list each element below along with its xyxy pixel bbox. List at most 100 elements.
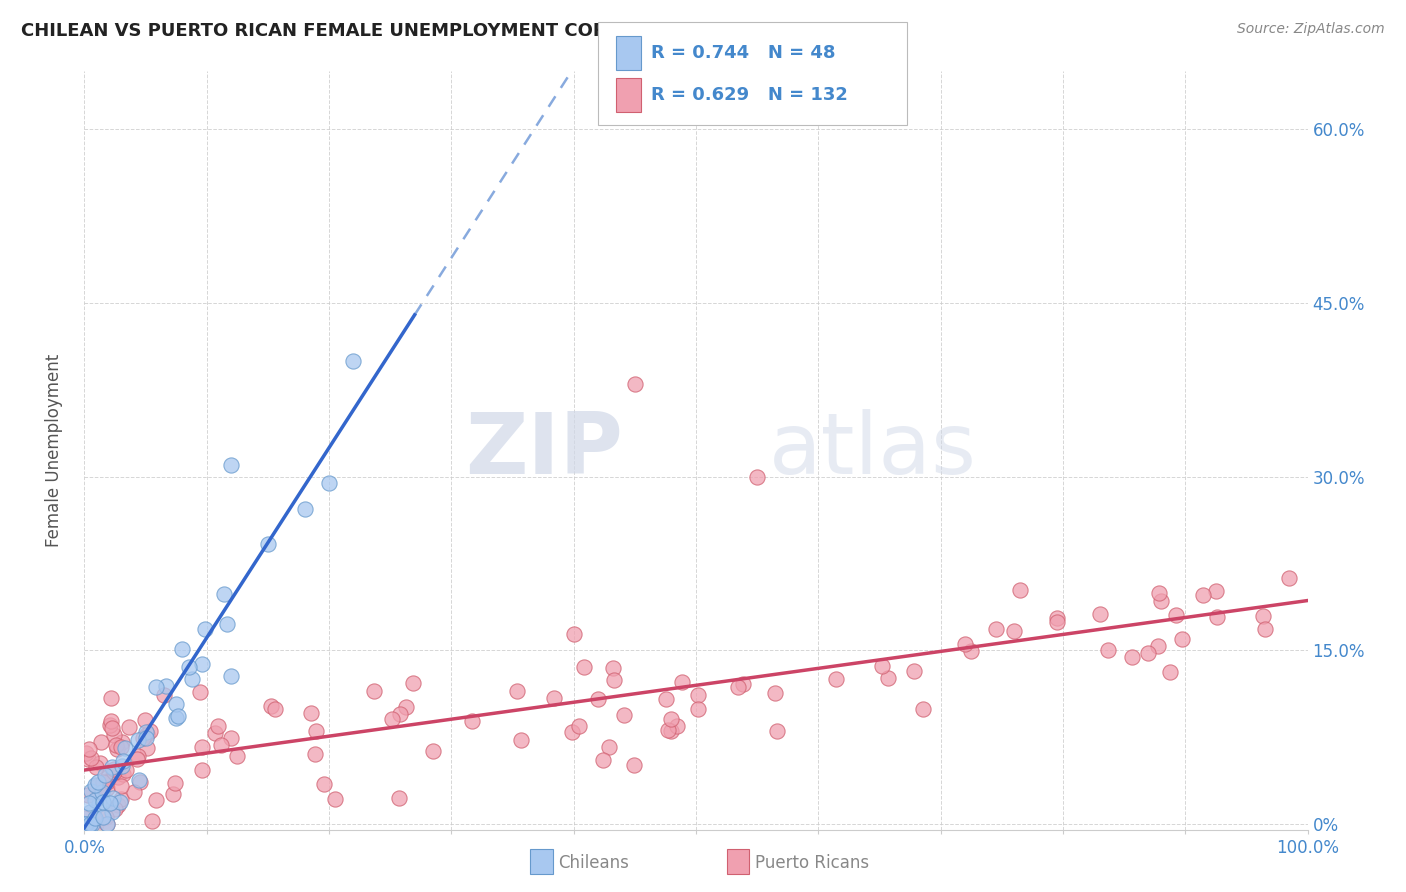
Point: [114, 740, 136, 755]
Point: [257, 537, 280, 551]
Point: [219, 458, 242, 472]
Point: [191, 657, 214, 671]
Point: [90, 735, 112, 749]
Point: [870, 659, 893, 673]
Point: [86, 779, 108, 793]
Point: [1206, 609, 1229, 624]
Point: [73, 811, 96, 825]
Point: [953, 637, 976, 651]
Point: [225, 749, 247, 764]
Point: [299, 706, 322, 720]
Point: [665, 719, 688, 733]
Point: [155, 679, 177, 693]
Point: [219, 669, 242, 683]
Point: [135, 731, 157, 745]
Point: [623, 757, 645, 772]
Point: [94, 768, 117, 782]
Point: [135, 725, 157, 739]
Point: [602, 660, 624, 674]
Point: [984, 622, 1007, 636]
Point: [83, 812, 105, 826]
Point: [686, 701, 709, 715]
Point: [1121, 649, 1143, 664]
Point: [75, 746, 97, 760]
Point: [108, 795, 131, 809]
Point: [84, 778, 107, 792]
Point: [75, 817, 97, 831]
Point: [84, 817, 107, 831]
Point: [562, 627, 585, 641]
Point: [603, 673, 626, 687]
Point: [127, 732, 149, 747]
Point: [79, 783, 101, 797]
Point: [136, 740, 159, 755]
Point: [145, 680, 167, 694]
Point: [90, 785, 112, 799]
Y-axis label: Female Unemployment: Female Unemployment: [45, 354, 63, 547]
Point: [103, 791, 125, 805]
Point: [141, 814, 163, 829]
Point: [125, 752, 148, 766]
Point: [162, 787, 184, 801]
Point: [89, 756, 111, 771]
Point: [388, 791, 411, 805]
Point: [73, 817, 96, 831]
Text: Puerto Ricans: Puerto Ricans: [755, 854, 869, 871]
Point: [167, 709, 190, 723]
Point: [100, 691, 122, 706]
Point: [79, 805, 101, 819]
Point: [94, 809, 117, 823]
Point: [127, 749, 149, 764]
Text: ZIP: ZIP: [465, 409, 623, 492]
Point: [824, 673, 846, 687]
Point: [1205, 584, 1227, 599]
Point: [77, 752, 100, 766]
Point: [128, 773, 150, 788]
Point: [87, 775, 110, 789]
Point: [1046, 615, 1069, 630]
Point: [87, 797, 110, 811]
Point: [1147, 640, 1170, 654]
Point: [613, 707, 636, 722]
Point: [661, 723, 683, 738]
Text: R = 0.744   N = 48: R = 0.744 N = 48: [651, 44, 835, 62]
Point: [209, 738, 232, 752]
Point: [264, 702, 287, 716]
Point: [77, 741, 100, 756]
Point: [105, 742, 128, 756]
Point: [671, 675, 693, 690]
Point: [727, 680, 749, 694]
Point: [323, 792, 346, 806]
Point: [110, 779, 132, 793]
Point: [180, 672, 202, 686]
Point: [598, 740, 620, 755]
Point: [80, 817, 103, 831]
Point: [194, 622, 217, 636]
Point: [960, 643, 983, 657]
Point: [903, 664, 925, 678]
Point: [1150, 594, 1173, 608]
Point: [659, 713, 682, 727]
Point: [111, 734, 134, 748]
Point: [107, 797, 129, 812]
Point: [204, 726, 226, 740]
Point: [79, 817, 101, 831]
Point: [191, 739, 214, 754]
Point: [561, 725, 583, 739]
Point: [731, 677, 754, 691]
Point: [112, 766, 135, 780]
Point: [76, 788, 98, 802]
Point: [318, 476, 340, 491]
Point: [389, 706, 412, 721]
Point: [624, 376, 647, 391]
Point: [98, 796, 121, 810]
Point: [100, 722, 122, 736]
Point: [135, 727, 157, 741]
Text: Chileans: Chileans: [558, 854, 628, 871]
Point: [96, 780, 118, 795]
Point: [111, 759, 134, 773]
Point: [506, 683, 529, 698]
Point: [686, 688, 709, 702]
Point: [172, 641, 194, 656]
Point: [103, 728, 125, 742]
